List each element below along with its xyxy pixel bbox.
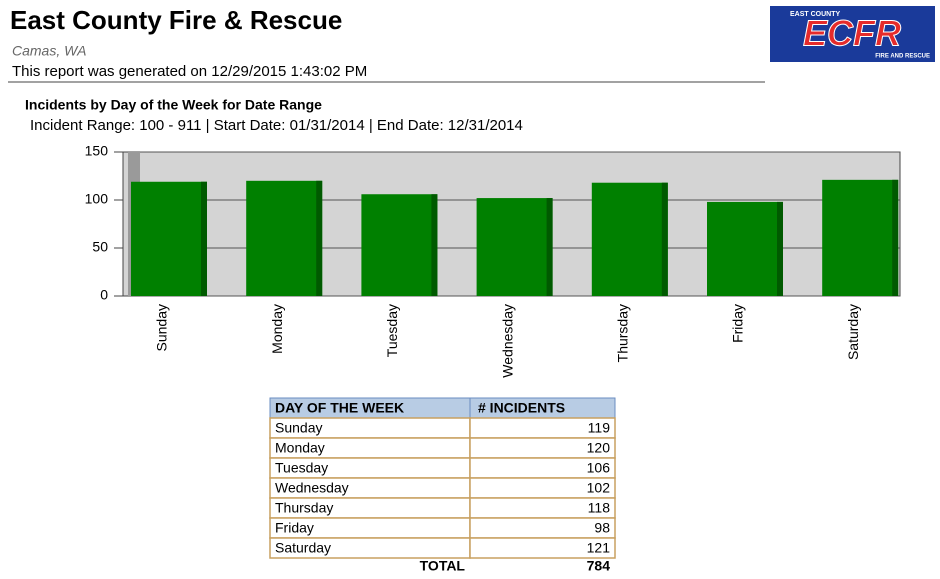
x-tick-label: Friday bbox=[730, 304, 746, 343]
table-day: Tuesday bbox=[275, 460, 328, 476]
table-count: 120 bbox=[587, 440, 611, 456]
table-header-cell: # INCIDENTS bbox=[478, 400, 565, 416]
x-tick-label: Sunday bbox=[154, 304, 170, 351]
logo-bottom: FIRE AND RESCUE bbox=[875, 54, 930, 60]
table-day: Saturday bbox=[275, 540, 331, 556]
x-tick-label: Saturday bbox=[845, 304, 861, 360]
x-tick-label: Tuesday bbox=[384, 304, 400, 357]
bar bbox=[361, 194, 438, 296]
y-tick-label: 0 bbox=[100, 287, 108, 303]
bar-shade bbox=[431, 194, 438, 296]
bar bbox=[591, 182, 668, 296]
y-tick-label: 100 bbox=[85, 191, 109, 207]
bar-shade bbox=[316, 180, 323, 296]
table-cell bbox=[469, 537, 616, 559]
chart-title: Incidents by Day of the Week for Date Ra… bbox=[25, 97, 322, 113]
report-title: East County Fire & Rescue bbox=[10, 5, 342, 35]
table-total: 784 bbox=[587, 558, 611, 574]
bar-shade bbox=[661, 182, 668, 296]
chart-subtitle: Incident Range: 100 - 911 | Start Date: … bbox=[30, 117, 523, 134]
table-total-label: TOTAL bbox=[420, 558, 466, 574]
y-tick-label: 50 bbox=[92, 239, 108, 255]
logo-bg bbox=[770, 6, 935, 62]
table-day: Friday bbox=[275, 520, 314, 536]
y-tick-label: 150 bbox=[85, 143, 109, 159]
bar bbox=[707, 201, 783, 296]
x-tick-label: Monday bbox=[269, 304, 285, 354]
table-count: 118 bbox=[588, 500, 611, 516]
bar bbox=[476, 198, 553, 296]
table-day: Wednesday bbox=[275, 480, 349, 496]
table-count: 98 bbox=[594, 520, 610, 536]
table-header-cell: DAY OF THE WEEK bbox=[275, 400, 404, 416]
table-count: 119 bbox=[588, 420, 611, 436]
x-tick-label: Wednesday bbox=[499, 304, 515, 378]
location: Camas, WA bbox=[12, 43, 86, 59]
table-cell bbox=[469, 517, 616, 539]
generated-date: This report was generated on 12/29/2015 … bbox=[12, 63, 367, 80]
table-count: 102 bbox=[587, 480, 611, 496]
bar bbox=[246, 180, 323, 296]
table-count: 106 bbox=[587, 460, 611, 476]
bar bbox=[822, 179, 899, 296]
bar-shade bbox=[777, 201, 783, 296]
bar-shade bbox=[892, 179, 899, 296]
table-day: Sunday bbox=[275, 420, 322, 436]
bar-shade bbox=[201, 181, 207, 296]
table-day: Monday bbox=[275, 440, 325, 456]
bar-shade bbox=[546, 198, 553, 296]
logo-main: ECFR bbox=[803, 13, 901, 54]
table-day: Thursday bbox=[275, 500, 333, 516]
logo-top: EAST COUNTY bbox=[790, 11, 841, 18]
table-count: 121 bbox=[587, 540, 611, 556]
bar bbox=[131, 181, 207, 296]
x-tick-label: Thursday bbox=[615, 304, 631, 362]
